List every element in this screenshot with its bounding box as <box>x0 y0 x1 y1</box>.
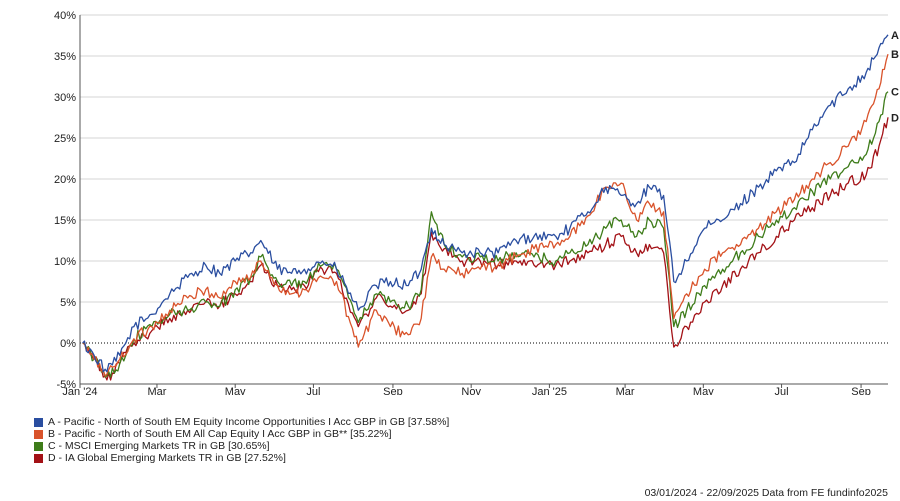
legend-item-b: B - Pacific - North of South EM All Cap … <box>34 428 449 440</box>
x-tick-label: Sep <box>383 386 403 395</box>
x-tick-label: Jan '25 <box>532 386 567 395</box>
y-tick-label: 0% <box>60 338 76 350</box>
series-line-b <box>82 54 889 377</box>
x-tick-label: Mar <box>147 386 166 395</box>
legend-label-c: C - MSCI Emerging Markets TR in GB [30.6… <box>48 440 270 452</box>
legend-label-a: A - Pacific - North of South EM Equity I… <box>48 416 450 428</box>
legend-label-b: B - Pacific - North of South EM All Cap … <box>48 428 392 440</box>
series-line-a <box>82 34 889 373</box>
y-tick-label: 40% <box>54 10 76 22</box>
end-labels: D C BA <box>891 30 899 124</box>
y-tick-label: 35% <box>54 51 76 63</box>
y-tick-label: 5% <box>60 297 76 309</box>
x-tick-label: Sep <box>851 386 871 395</box>
legend-item-a: A - Pacific - North of South EM Equity I… <box>34 416 449 428</box>
x-tick-label: Nov <box>461 386 481 395</box>
x-tick-label: May <box>693 386 714 395</box>
legend-item-c: C - MSCI Emerging Markets TR in GB [30.6… <box>34 440 449 452</box>
gridlines <box>80 14 888 385</box>
legend-swatch-c <box>34 441 43 451</box>
source-footer: 03/01/2024 - 22/09/2025 Data from FE fun… <box>644 487 888 499</box>
x-tick-label: Jul <box>306 386 320 395</box>
y-tick-label: 30% <box>54 92 76 104</box>
y-tick-label: 15% <box>54 215 76 227</box>
x-tick-label: Jul <box>775 386 789 395</box>
legend-swatch-a <box>34 417 43 427</box>
series-line-d <box>82 117 889 381</box>
x-tick-label: Jan '24 <box>62 386 97 395</box>
legend-swatch-d <box>34 453 43 463</box>
legend-item-d: D - IA Global Emerging Markets TR in GB … <box>34 452 449 464</box>
y-tick-label: -5% <box>56 379 76 391</box>
end-label-d: D <box>891 112 899 124</box>
series-line-c <box>82 91 889 378</box>
axes: -5% 0% 5% 10% 15% 20% 25% 30% 35% 40% Jan '24 Mar Ma… <box>54 10 888 395</box>
line-chart: -5% 0% 5% 10% 15% 20% 25% 30% 35% 40% Jan '24 Mar Ma… <box>54 10 899 395</box>
end-label-c: C <box>891 87 899 99</box>
series-lines <box>82 34 889 381</box>
end-label-b: B <box>891 49 899 61</box>
x-tick-label: Mar <box>616 386 635 395</box>
legend-label-d: D - IA Global Emerging Markets TR in GB … <box>48 452 286 464</box>
end-label-a: A <box>891 30 899 42</box>
x-tick-label: May <box>225 386 246 395</box>
y-tick-label: 20% <box>54 174 76 186</box>
legend: A - Pacific - North of South EM Equity I… <box>34 416 449 464</box>
y-tick-label: 10% <box>54 256 76 268</box>
legend-swatch-b <box>34 429 43 439</box>
y-tick-label: 25% <box>54 133 76 145</box>
